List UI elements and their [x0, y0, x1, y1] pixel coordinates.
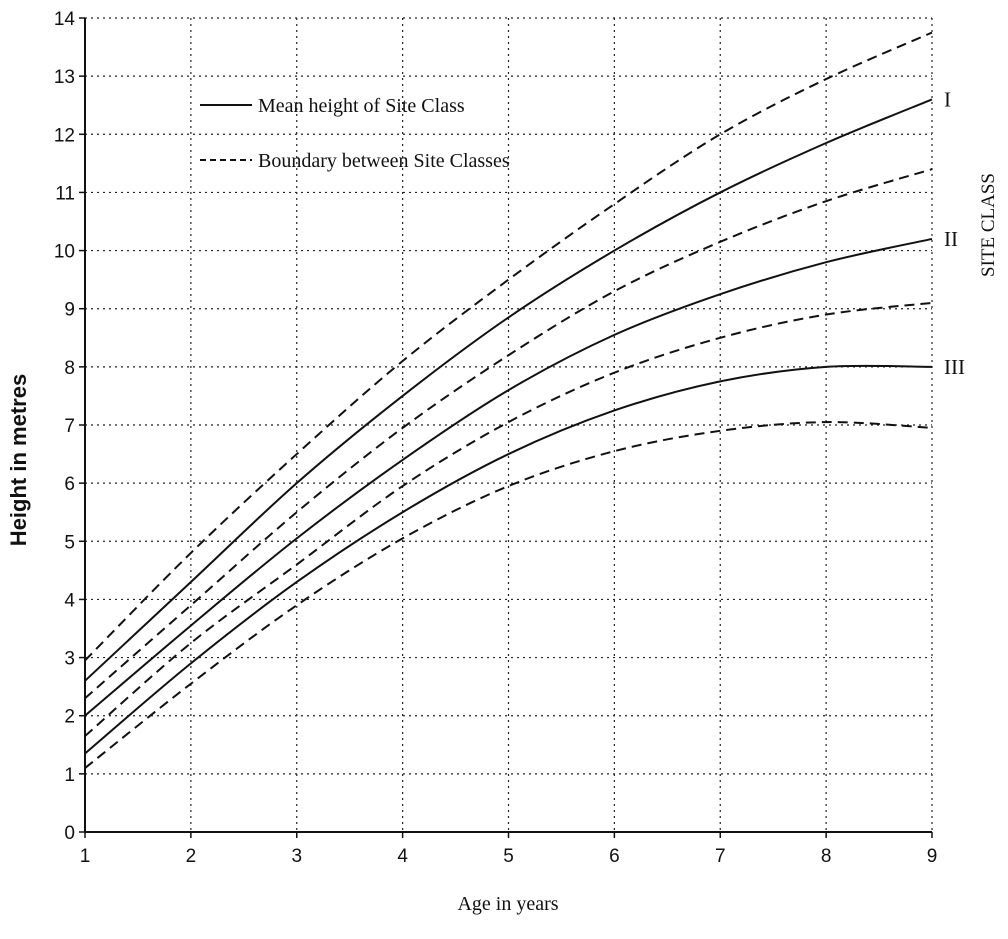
- axes: [79, 17, 933, 838]
- mean-line-II: [84, 237, 933, 717]
- y-tick-label: 0: [64, 823, 75, 844]
- y-tick-label: 14: [54, 9, 76, 30]
- mean-line-III: [84, 364, 933, 755]
- y-tick-label: 3: [64, 649, 75, 670]
- y-tick-label: 9: [64, 300, 75, 321]
- site-class-label-I: I: [944, 87, 951, 111]
- boundary-line-0: [84, 31, 933, 662]
- legend: Mean height of Site Class Boundary betwe…: [200, 95, 510, 172]
- grid-lines: [85, 17, 933, 832]
- y-tick-label: 4: [64, 590, 75, 611]
- x-tick-label: 7: [715, 846, 726, 867]
- x-tick-label: 1: [80, 846, 91, 867]
- x-tick-label: 6: [609, 846, 620, 867]
- x-tick-label: 5: [503, 846, 514, 867]
- legend-label-boundary: Boundary between Site Classes: [258, 150, 510, 172]
- x-axis-label: Age in years: [457, 893, 558, 915]
- y-tick-label: 13: [54, 67, 75, 88]
- y-tick-label: 5: [64, 532, 75, 553]
- y-tick-label: 8: [64, 358, 75, 379]
- y-tick-label: 2: [64, 707, 75, 728]
- y-axis-label: Height in metres: [6, 374, 31, 546]
- y-tick-label: 11: [55, 183, 75, 204]
- x-tick-label: 4: [397, 846, 408, 867]
- x-tick-label: 2: [186, 846, 197, 867]
- y-tick-label: 10: [54, 242, 75, 263]
- right-axis-label: SITE CLASS: [978, 173, 999, 277]
- y-tick-label: 6: [64, 474, 75, 495]
- site-class-label-II: II: [944, 227, 958, 251]
- boundary-line-2: [84, 168, 933, 700]
- y-tick-label: 12: [54, 125, 75, 146]
- mean-line-I: [84, 98, 933, 682]
- x-tick-label: 8: [821, 846, 832, 867]
- x-tick-label: 3: [291, 846, 302, 867]
- x-tick-label: 9: [927, 846, 938, 867]
- y-tick-label: 1: [64, 765, 75, 786]
- y-tick-label: 7: [64, 416, 75, 437]
- boundary-line-4: [84, 301, 933, 737]
- site-class-label-III: III: [944, 355, 965, 379]
- legend-label-mean: Mean height of Site Class: [258, 95, 465, 117]
- series-lines: [84, 31, 933, 769]
- boundary-line-6: [84, 421, 933, 769]
